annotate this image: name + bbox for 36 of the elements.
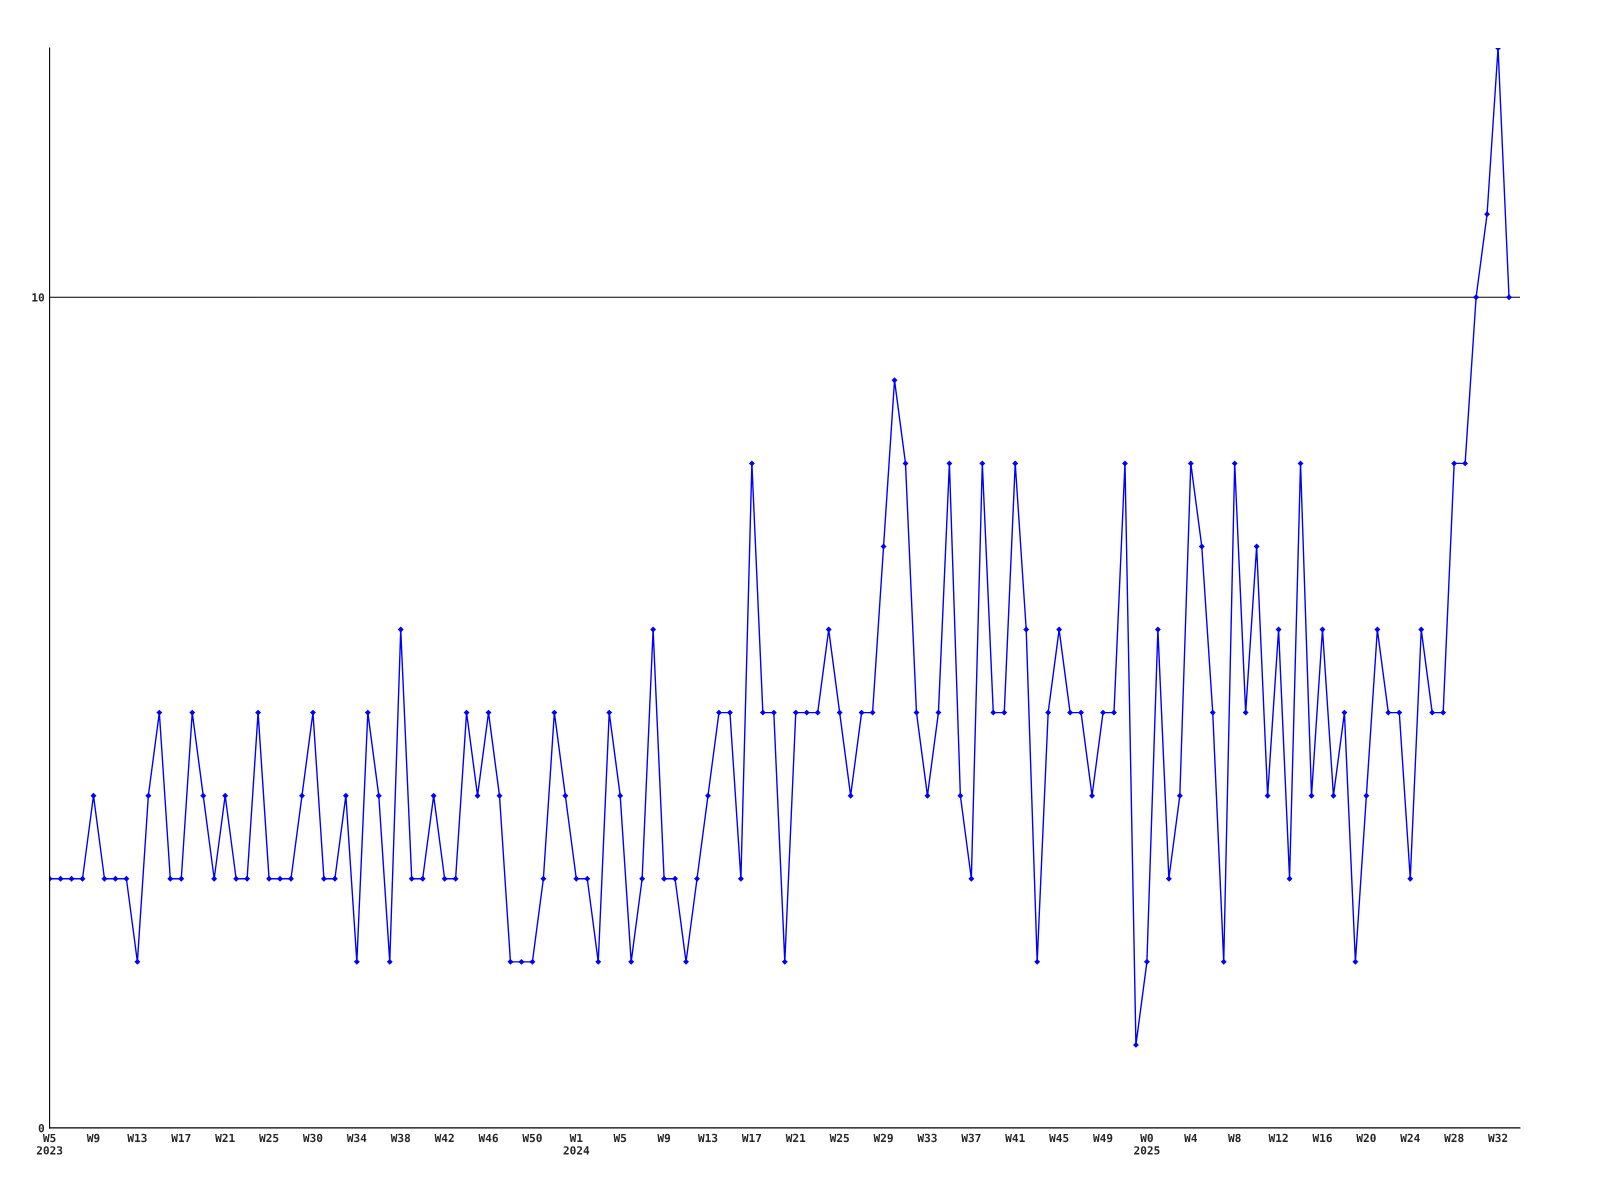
x-tick-label: W29 bbox=[873, 1133, 893, 1143]
x-tick-label: W34 bbox=[346, 1133, 367, 1143]
x-tick-label: W25 bbox=[829, 1133, 849, 1143]
x-tick-label: W20 bbox=[1356, 1133, 1376, 1143]
y-tick-label: 10 bbox=[32, 293, 45, 302]
x-tick-label: W32 bbox=[1488, 1133, 1508, 1143]
x-tick-label: W42 bbox=[434, 1133, 454, 1142]
x-tick-label: W5 bbox=[613, 1133, 627, 1143]
x-tick-label: W41 bbox=[1005, 1133, 1025, 1142]
x-tick-label: W50 bbox=[522, 1133, 542, 1143]
x-tick-label: W8 bbox=[1228, 1133, 1241, 1143]
x-tick-label: W28 bbox=[1444, 1133, 1464, 1143]
x-tick-label: W21 bbox=[785, 1133, 806, 1142]
x-tick-label: W13 bbox=[127, 1133, 147, 1143]
x-tick-label: W49 bbox=[1092, 1133, 1113, 1143]
x-tick-label: W17 bbox=[171, 1133, 191, 1142]
x-tick-label: W21 bbox=[215, 1133, 235, 1142]
x-tick-label: W12 bbox=[1268, 1133, 1288, 1142]
x-tick-label: W1 2024 bbox=[563, 1133, 590, 1155]
x-tick-label: W33 bbox=[917, 1133, 937, 1143]
x-tick-label: W13 bbox=[697, 1133, 718, 1143]
x-tick-label: W25 bbox=[259, 1133, 279, 1143]
x-tick-label: W0 2025 bbox=[1134, 1133, 1160, 1155]
x-tick-label: W17 bbox=[741, 1133, 762, 1142]
x-tick-label: W30 bbox=[302, 1133, 323, 1143]
x-tick-label: W38 bbox=[390, 1133, 411, 1143]
x-tick-label: W4 bbox=[1184, 1133, 1197, 1142]
x-tick-label: W24 bbox=[1400, 1133, 1420, 1142]
y-tick-label: 0 bbox=[38, 1123, 45, 1133]
x-tick-label: W9 bbox=[657, 1133, 671, 1143]
x-tick-label: W5 2023 bbox=[36, 1133, 63, 1155]
x-tick-label: W37 bbox=[961, 1133, 981, 1143]
x-tick-label: W16 bbox=[1312, 1133, 1332, 1143]
x-tick-label: W9 bbox=[86, 1133, 100, 1143]
x-tick-label: W46 bbox=[478, 1133, 498, 1143]
x-tick-label: W45 bbox=[1049, 1133, 1069, 1143]
